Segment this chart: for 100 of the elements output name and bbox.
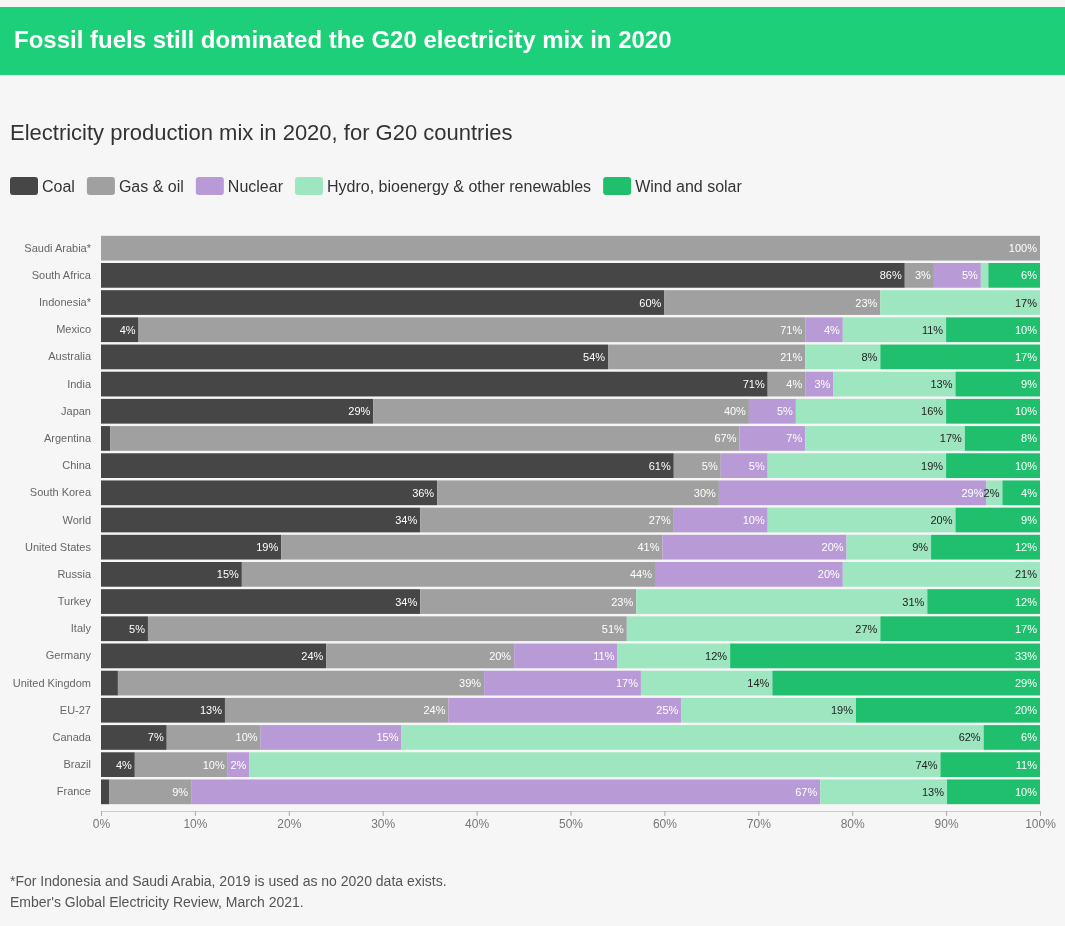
data-label: 7% [147,731,164,744]
bar [101,562,242,587]
bar [988,263,1040,288]
bar [842,317,947,343]
bar [931,534,1040,560]
bar [484,670,641,696]
bar [767,507,956,533]
data-label: 10% [1014,323,1038,336]
bar [260,725,402,750]
data-label: 12% [1014,541,1038,554]
bar [101,344,609,370]
data-label: 10% [1014,785,1038,798]
bar [138,317,806,343]
legend-label: Wind and solar [635,178,743,195]
bar [946,398,1040,424]
chart-subtitle: Electricity production mix in 2020, for G20 countries [10,120,513,145]
data-label: 23% [855,296,878,309]
data-label: 86% [879,269,902,282]
data-label: 15% [376,731,399,744]
y-tick-label: Mexico [56,323,91,336]
data-label: 23% [611,595,634,608]
bar [664,290,881,315]
data-label: 27% [855,622,878,635]
data-label: 20% [821,541,844,554]
data-label: 71% [780,323,803,336]
data-label: 3% [814,378,831,391]
bar [109,779,192,805]
y-tick-label: India [67,377,92,390]
bar [101,263,905,288]
bar [101,779,110,805]
bar [955,507,1040,533]
x-tick-label: 20% [277,816,302,831]
y-tick-label: France [56,785,91,798]
data-label: 25% [656,704,679,717]
bar [795,398,947,424]
data-label: 10% [1014,459,1038,472]
data-label: 62% [958,731,981,744]
bar [101,290,665,315]
bar [673,507,768,533]
data-label: 17% [939,432,963,445]
bar [420,507,674,533]
bar [101,453,674,478]
bar [101,507,421,533]
data-label: 12% [1014,595,1038,608]
bar [940,752,1040,777]
data-label: 29% [961,486,984,499]
bar [241,562,656,587]
y-tick-label: Australia [48,350,92,363]
x-tick-label: 70% [746,816,772,831]
data-label: 11% [921,323,944,336]
bar [448,697,682,723]
text: *For Indonesia and Saudi Arabia, 2019 is used as no 2020 data exists. [10,873,447,889]
data-label: 4% [119,323,136,336]
bar [117,670,485,696]
bar [1002,480,1040,506]
bar [101,725,167,750]
data-label: 5% [701,459,718,472]
bar [748,398,796,424]
data-label: 12% [705,649,728,662]
data-label: 15% [216,568,240,581]
data-label: 16% [921,405,944,418]
bar [101,643,327,669]
data-label: 21% [1014,568,1038,581]
data-label: 19% [921,459,944,472]
data-label: 9% [1021,514,1038,526]
y-tick-label: Canada [52,730,92,743]
data-label: 54% [583,350,606,363]
bar [101,534,282,560]
bar [983,725,1040,750]
bar [730,643,1040,669]
y-tick-label: China [62,459,92,472]
chart-title: Fossil fuels still dominated the G20 electricity mix in 2020 [14,26,672,53]
bar [420,589,637,614]
bar [946,453,1040,478]
x-tick-label: 100% [1025,816,1057,831]
data-label: 40% [723,405,747,418]
data-label: 24% [301,649,324,662]
bar [110,426,740,451]
bar [673,453,721,478]
data-label: 20% [930,514,953,526]
data-label: 9% [172,785,189,798]
bar [101,317,139,343]
x-tick-label: 60% [652,816,678,831]
data-label: 67% [795,785,818,798]
data-label: 29% [1014,677,1038,690]
data-label: 34% [395,595,418,608]
data-label: 27% [648,514,671,526]
data-label: 17% [1014,350,1038,363]
data-label: 29% [348,405,371,418]
bar [964,426,1040,451]
x-tick-label: 50% [558,816,584,831]
data-label: 20% [489,649,512,662]
bar [281,534,663,560]
data-label: 10% [235,731,258,744]
data-label: 2% [983,486,1000,499]
data-label: 60% [639,296,662,309]
data-label: 9% [1021,378,1038,391]
y-tick-label: Brazil [63,758,91,771]
data-label: 4% [786,378,803,391]
bar [166,725,261,750]
